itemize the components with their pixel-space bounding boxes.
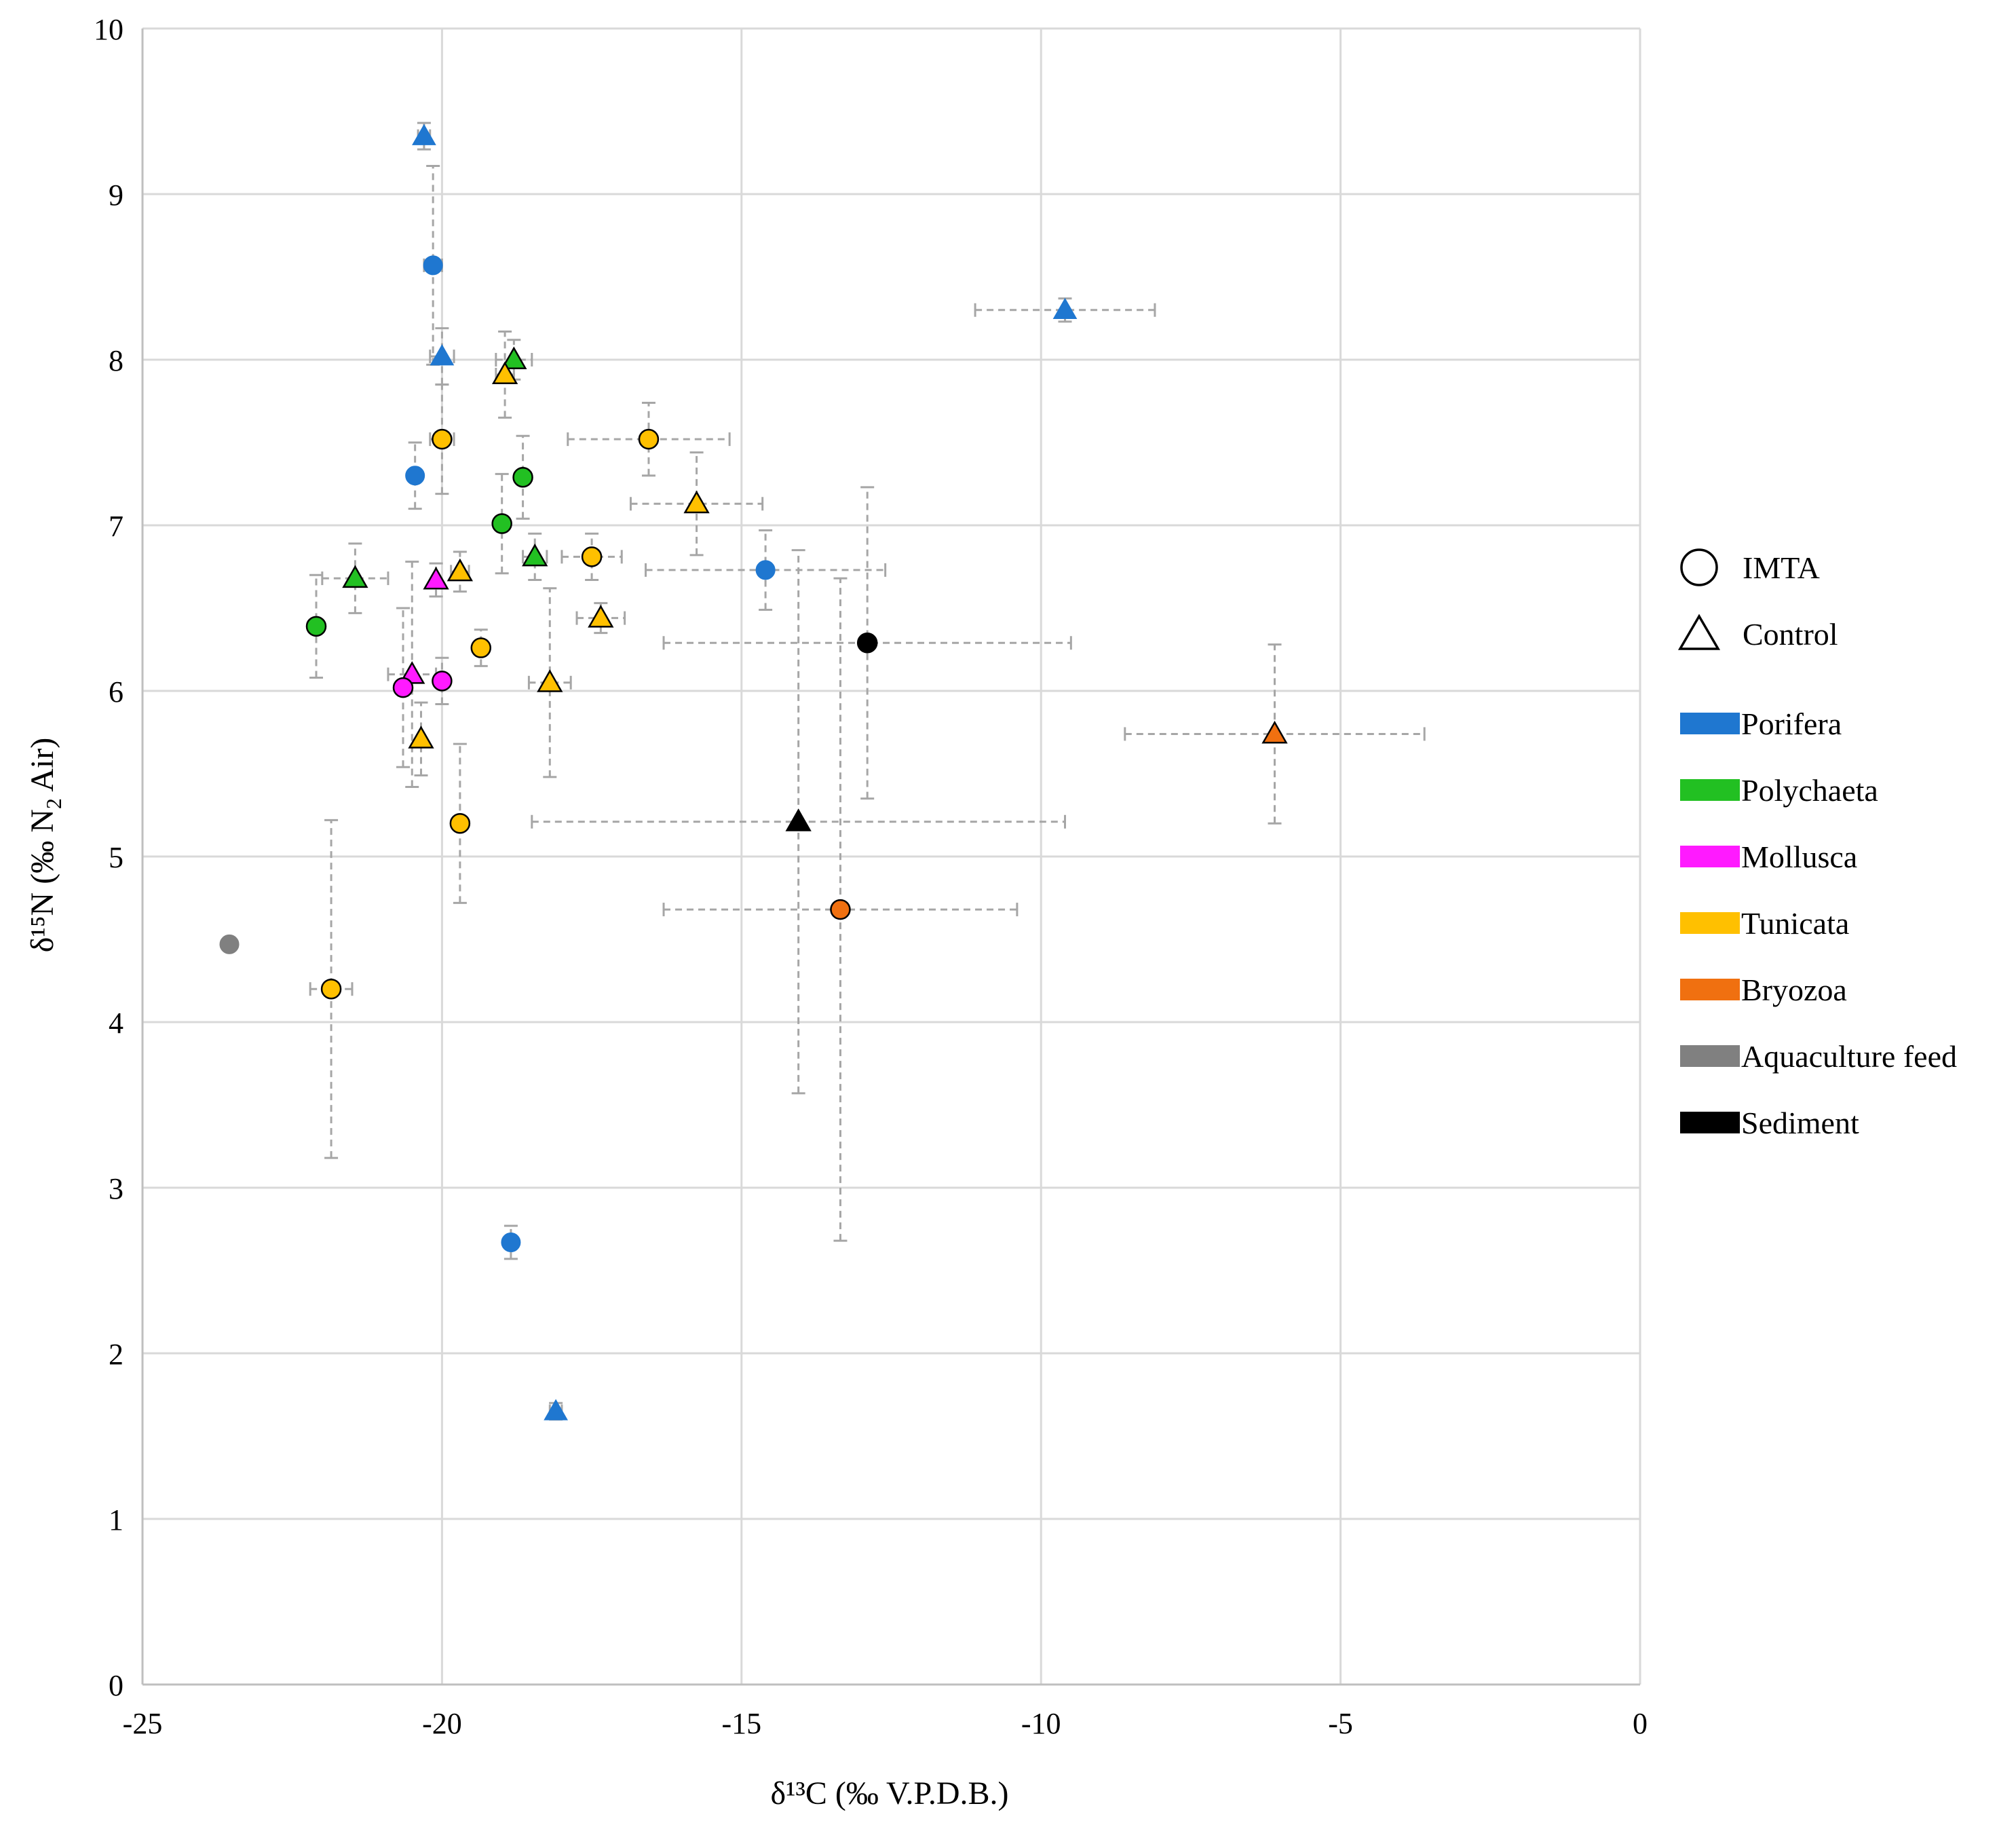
point-sediment-imta	[856, 632, 878, 654]
x-tick-label: -25	[123, 1707, 163, 1740]
legend-swatch	[1680, 713, 1740, 734]
legend-item-control: Control	[1677, 614, 1838, 652]
legend-swatch	[1680, 846, 1740, 867]
x-tick-label: -5	[1328, 1707, 1353, 1740]
point-porifera-control	[430, 344, 455, 366]
legend-swatch	[1680, 779, 1740, 801]
point-porifera-control	[544, 1399, 568, 1421]
circle-shape-icon	[1680, 548, 1718, 586]
point-porifera-imta	[501, 1233, 521, 1253]
point-tunicata-imta	[581, 546, 603, 567]
point-porifera-imta	[423, 255, 443, 276]
point-bryozoa-imta	[830, 899, 851, 920]
y-tick-label: 1	[109, 1503, 123, 1537]
legend-item-sediment: Sediment	[1680, 1106, 1859, 1140]
point-tunicata-control	[537, 669, 563, 692]
x-tick-label: -10	[1021, 1707, 1061, 1740]
triangle-shape-icon	[1677, 614, 1721, 650]
point-tunicata-imta	[320, 978, 342, 1000]
point-polychaeta-control	[522, 543, 548, 567]
legend-label: Porifera	[1741, 707, 1842, 741]
legend-label: Mollusca	[1741, 840, 1857, 874]
y-tick-label: 5	[109, 841, 123, 874]
y-tick-label: 4	[109, 1006, 123, 1040]
x-tick-label: 0	[1633, 1707, 1648, 1740]
legend-label: IMTA	[1743, 550, 1820, 585]
point-tunicata-control	[683, 490, 710, 514]
point-porifera-imta	[755, 560, 776, 580]
legend-swatch	[1680, 912, 1740, 934]
point-polychaeta-control	[342, 565, 368, 588]
legend-item-aquaculture-feed: Aquaculture feed	[1680, 1039, 1957, 1074]
y-tick-label: 6	[109, 675, 123, 709]
point-tunicata-control	[408, 726, 434, 749]
grid-layer	[142, 27, 1641, 1685]
point-tunicata-control	[491, 361, 518, 384]
point-mollusca-imta	[392, 677, 414, 698]
legend-label: Control	[1743, 617, 1838, 652]
point-aquaculture-feed-imta	[219, 934, 240, 954]
legend-item-tunicata: Tunicata	[1680, 906, 1849, 941]
point-polychaeta-imta	[491, 513, 512, 534]
point-porifera-imta	[405, 466, 425, 486]
legend-swatch	[1680, 1045, 1740, 1067]
point-bryozoa-control	[1261, 720, 1288, 744]
point-polychaeta-imta	[305, 616, 327, 637]
legend-label: Bryozoa	[1741, 973, 1847, 1007]
point-porifera-control	[1052, 297, 1078, 320]
point-tunicata-control	[588, 605, 614, 628]
legend-item-polychaeta: Polychaeta	[1680, 773, 1878, 808]
point-porifera-control	[412, 124, 436, 145]
y-tick-label: 7	[109, 510, 123, 543]
point-tunicata-imta	[449, 812, 471, 834]
point-tunicata-imta	[470, 637, 492, 658]
legend-label: Tunicata	[1741, 906, 1849, 941]
legend-item-mollusca: Mollusca	[1680, 840, 1857, 874]
point-polychaeta-control	[501, 346, 527, 369]
point-mollusca-control	[423, 567, 449, 590]
legend-label: Sediment	[1741, 1106, 1859, 1140]
legend-item-bryozoa: Bryozoa	[1680, 973, 1847, 1007]
point-tunicata-imta	[432, 428, 453, 450]
y-tick-label: 0	[109, 1669, 123, 1702]
y-axis-title: δ¹⁵N (‰ N2 Air)	[24, 738, 66, 952]
y-tick-label: 8	[109, 344, 123, 377]
point-tunicata-imta	[638, 428, 660, 450]
tick-label-layer: 0 1 2 3 4 5 6 7 8 9 10 -25 -20 -15 -10 -5 0	[94, 13, 1648, 1740]
y-tick-label: 9	[109, 178, 123, 212]
marker-layer	[219, 124, 1288, 1421]
legend-item-imta: IMTA	[1680, 548, 1820, 586]
legend-label: Aquaculture feed	[1741, 1039, 1957, 1074]
point-mollusca-imta	[432, 671, 453, 692]
legend-swatch	[1680, 979, 1740, 1000]
point-polychaeta-imta	[512, 466, 533, 488]
y-tick-label: 2	[109, 1338, 123, 1371]
legend-swatch	[1680, 1112, 1740, 1133]
x-axis-title: δ¹³C (‰ V.P.D.B.)	[770, 1775, 1008, 1811]
legend-label: Polychaeta	[1741, 773, 1878, 808]
y-tick-label: 3	[109, 1172, 123, 1205]
errorbar-layer	[309, 121, 1426, 1421]
y-tick-label: 10	[94, 13, 123, 46]
point-tunicata-control	[446, 558, 474, 582]
axis-layer	[141, 29, 1640, 1686]
x-tick-label: -20	[422, 1707, 462, 1740]
x-tick-label: -15	[721, 1707, 761, 1740]
legend-item-porifera: Porifera	[1680, 707, 1842, 741]
legend: IMTA Control Porifera Polychaeta Mollusca Tun…	[1677, 548, 1957, 1140]
point-sediment-control	[785, 808, 812, 831]
